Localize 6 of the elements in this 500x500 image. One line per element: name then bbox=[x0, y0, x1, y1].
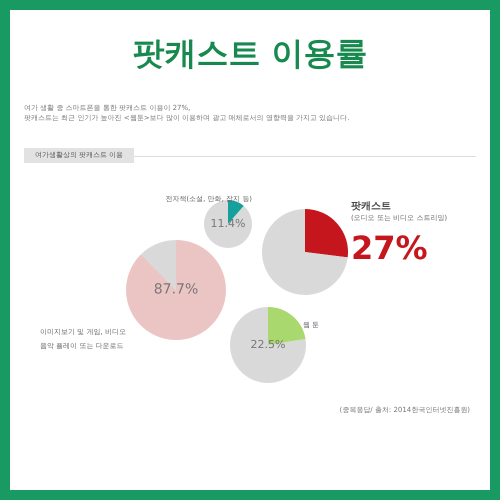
slice-label: 팟캐스트 bbox=[351, 200, 392, 213]
data-label: 22.5% bbox=[250, 338, 286, 351]
data-label: 87.7% bbox=[154, 282, 198, 298]
chart-title: 팟캐스트 이용률 bbox=[131, 33, 369, 74]
data-label: 27% bbox=[351, 229, 429, 267]
data-label: 11.4% bbox=[210, 216, 246, 230]
